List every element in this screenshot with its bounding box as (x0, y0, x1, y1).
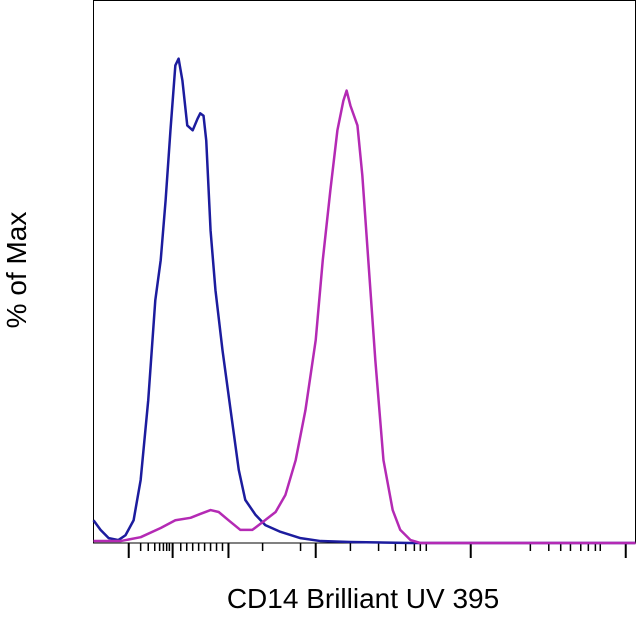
y-axis-label: % of Max (1, 212, 32, 329)
histogram-line (92, 57, 636, 545)
histogram-line (93, 89, 636, 545)
x-axis-label: CD14 Brilliant UV 395 (227, 583, 499, 614)
